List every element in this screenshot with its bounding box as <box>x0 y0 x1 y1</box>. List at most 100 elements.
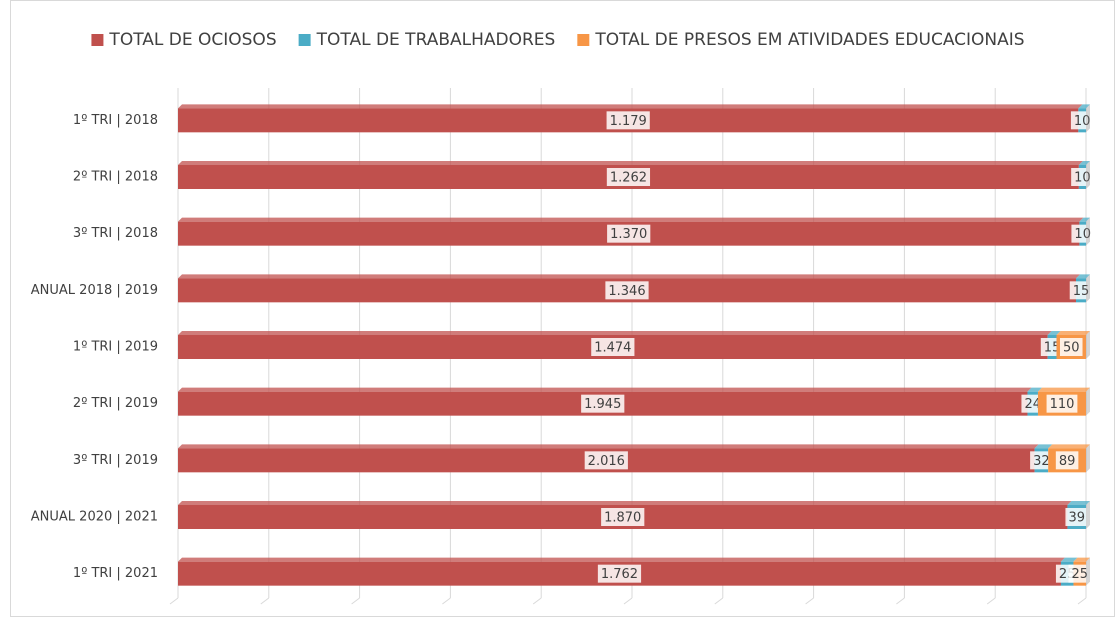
grid-floor <box>714 597 724 605</box>
grid-floor <box>623 597 633 605</box>
data-label: 1.179 <box>610 114 647 129</box>
bar-top <box>1079 217 1090 222</box>
data-label-bg <box>1068 564 1092 583</box>
data-label-group: 1.370 <box>607 224 651 243</box>
data-label-group: 15 <box>1069 281 1093 300</box>
data-label: 1.262 <box>610 171 647 186</box>
data-label-bg <box>581 394 625 413</box>
bar-end <box>1086 501 1090 529</box>
bar-top <box>1078 104 1090 109</box>
data-label-group: 50 <box>1059 338 1083 356</box>
data-label-bg <box>1065 508 1088 526</box>
y-tick-label: 2º TRI | 2019 <box>73 396 158 411</box>
bar-end <box>1086 387 1090 416</box>
bar-end <box>1086 161 1090 189</box>
data-label: 50 <box>1063 341 1080 356</box>
bar-end <box>1086 331 1090 359</box>
data-label-bg <box>597 564 642 583</box>
data-label: 25 <box>1071 567 1088 582</box>
bar-top <box>178 387 1032 392</box>
bar-end <box>1086 104 1090 133</box>
bar-top <box>178 331 1052 335</box>
bar-end <box>1086 217 1090 246</box>
y-tick-label: ANUAL 2018 | 2019 <box>31 283 158 298</box>
bar-top <box>1056 331 1090 335</box>
data-label-group: 110 <box>1046 394 1078 413</box>
data-label: 24 <box>1024 397 1041 412</box>
bar-top <box>1027 387 1042 392</box>
data-label-bg <box>601 508 645 526</box>
data-label-group: 1.474 <box>591 338 635 356</box>
data-label-bg <box>606 168 651 186</box>
bar-top <box>178 104 1083 109</box>
data-label: 15 <box>1073 284 1090 299</box>
y-tick-label: 3º TRI | 2019 <box>73 453 158 468</box>
y-tick-label: 3º TRI | 2018 <box>73 226 158 241</box>
chart-frame <box>10 0 1115 617</box>
legend-swatch <box>298 34 311 46</box>
data-label-bg <box>607 224 651 243</box>
grid-floor <box>986 597 996 605</box>
bar-top <box>1034 444 1053 449</box>
bar-top <box>1047 331 1061 335</box>
y-tick-label: 1º TRI | 2021 <box>73 566 158 581</box>
data-label-group: 39 <box>1065 508 1088 526</box>
data-label-group: 10 <box>1071 224 1094 243</box>
grid-floor <box>532 597 542 605</box>
legend-label: TOTAL DE OCIOSOS <box>108 30 276 50</box>
data-label-group: 1.870 <box>601 508 645 526</box>
data-label-bg <box>1046 394 1078 413</box>
bar-end <box>1086 444 1090 473</box>
data-label: 2.016 <box>588 454 625 469</box>
bar-top <box>1073 557 1090 562</box>
legend-swatch <box>91 34 104 46</box>
legend-swatch <box>577 34 590 46</box>
data-label: 15 <box>1044 341 1061 356</box>
bar-top <box>178 501 1072 505</box>
grid-floor <box>442 597 451 605</box>
grid-floor <box>169 597 179 605</box>
data-label-group: 2.016 <box>584 451 628 470</box>
data-label: 1.346 <box>608 284 645 299</box>
data-label: 10 <box>1074 114 1091 129</box>
grid-floor <box>896 597 905 605</box>
bar-top <box>178 274 1080 279</box>
grid-floor <box>260 597 270 605</box>
data-label-bg <box>1071 168 1094 186</box>
data-label-bg <box>1070 111 1094 130</box>
data-label-group: 1.179 <box>606 111 650 130</box>
data-label: 1.762 <box>601 567 638 582</box>
data-label-group: 1.346 <box>605 281 649 300</box>
data-label-bg <box>606 111 650 130</box>
y-tick-label: 2º TRI | 2018 <box>73 170 158 185</box>
data-label: 110 <box>1050 397 1075 412</box>
data-label-group: 25 <box>1068 564 1092 583</box>
bar-top <box>178 557 1065 562</box>
bar-top <box>1037 387 1090 392</box>
y-tick-label: 1º TRI | 2019 <box>73 340 158 355</box>
data-label-group: 32 <box>1030 451 1053 470</box>
bar-top <box>178 161 1083 165</box>
data-label-group: 1.945 <box>581 394 625 413</box>
grid-floor <box>351 597 360 605</box>
data-label-group: 10 <box>1070 111 1094 130</box>
data-label-group: 89 <box>1055 451 1079 470</box>
y-tick-label: 1º TRI | 2018 <box>73 113 158 128</box>
data-label-group: 1.262 <box>606 168 651 186</box>
data-label-bg <box>1030 451 1053 470</box>
data-label: 10 <box>1074 227 1091 242</box>
bar-top <box>178 217 1084 222</box>
bar-top <box>1067 501 1090 505</box>
data-label-bg <box>591 338 635 356</box>
data-label: 1.474 <box>594 341 631 356</box>
data-label-bg <box>605 281 649 300</box>
grid-floor <box>1077 597 1087 605</box>
data-label: 32 <box>1033 454 1050 469</box>
y-tick-label: ANUAL 2020 | 2021 <box>31 510 158 525</box>
data-label: 89 <box>1059 454 1076 469</box>
bar-top <box>1048 444 1090 449</box>
legend-label: TOTAL DE TRABALHADORES <box>316 30 556 50</box>
data-label-bg <box>584 451 628 470</box>
data-label-bg <box>1071 224 1094 243</box>
